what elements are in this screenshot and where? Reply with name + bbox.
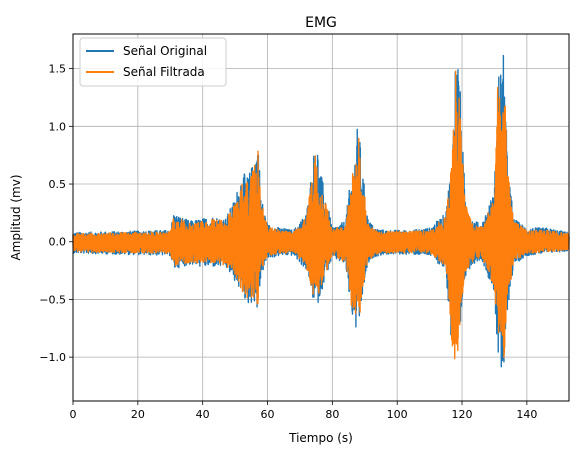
legend-label: Señal Original — [123, 44, 207, 58]
legend: Señal Original Señal Filtrada — [79, 37, 227, 87]
x-axis-label: Tiempo (s) — [288, 431, 353, 445]
y-tick-label: −0.5 — [39, 293, 66, 306]
x-tick-label: 120 — [452, 408, 473, 421]
plot-frame — [72, 33, 570, 402]
y-tick-label: 0.5 — [49, 178, 67, 191]
legend-box — [79, 37, 227, 87]
x-tick-label: 140 — [516, 408, 537, 421]
x-tick-label: 60 — [261, 408, 275, 421]
y-tick-label: −1.0 — [39, 351, 66, 364]
x-tick-label: 40 — [196, 408, 210, 421]
series-line — [72, 70, 570, 360]
y-tick-label: 1.0 — [49, 120, 67, 133]
chart-title: EMG — [305, 15, 337, 31]
x-tick-label: 80 — [325, 408, 339, 421]
x-tick-label: 0 — [70, 408, 77, 421]
x-tick-label: 20 — [131, 408, 145, 421]
x-tick-label: 100 — [387, 408, 408, 421]
y-tick-label: 0.0 — [49, 236, 67, 249]
axis-ticks: 0 20 40 60 80 100 120 140 −1.0 −0.5 0.0 0.5 1.0 1.5 — [39, 63, 537, 421]
legend-label: Señal Filtrada — [123, 65, 205, 79]
series-layer — [72, 54, 570, 368]
y-tick-label: 1.5 — [49, 63, 67, 76]
y-axis-label: Amplitud (mv) — [9, 174, 23, 260]
